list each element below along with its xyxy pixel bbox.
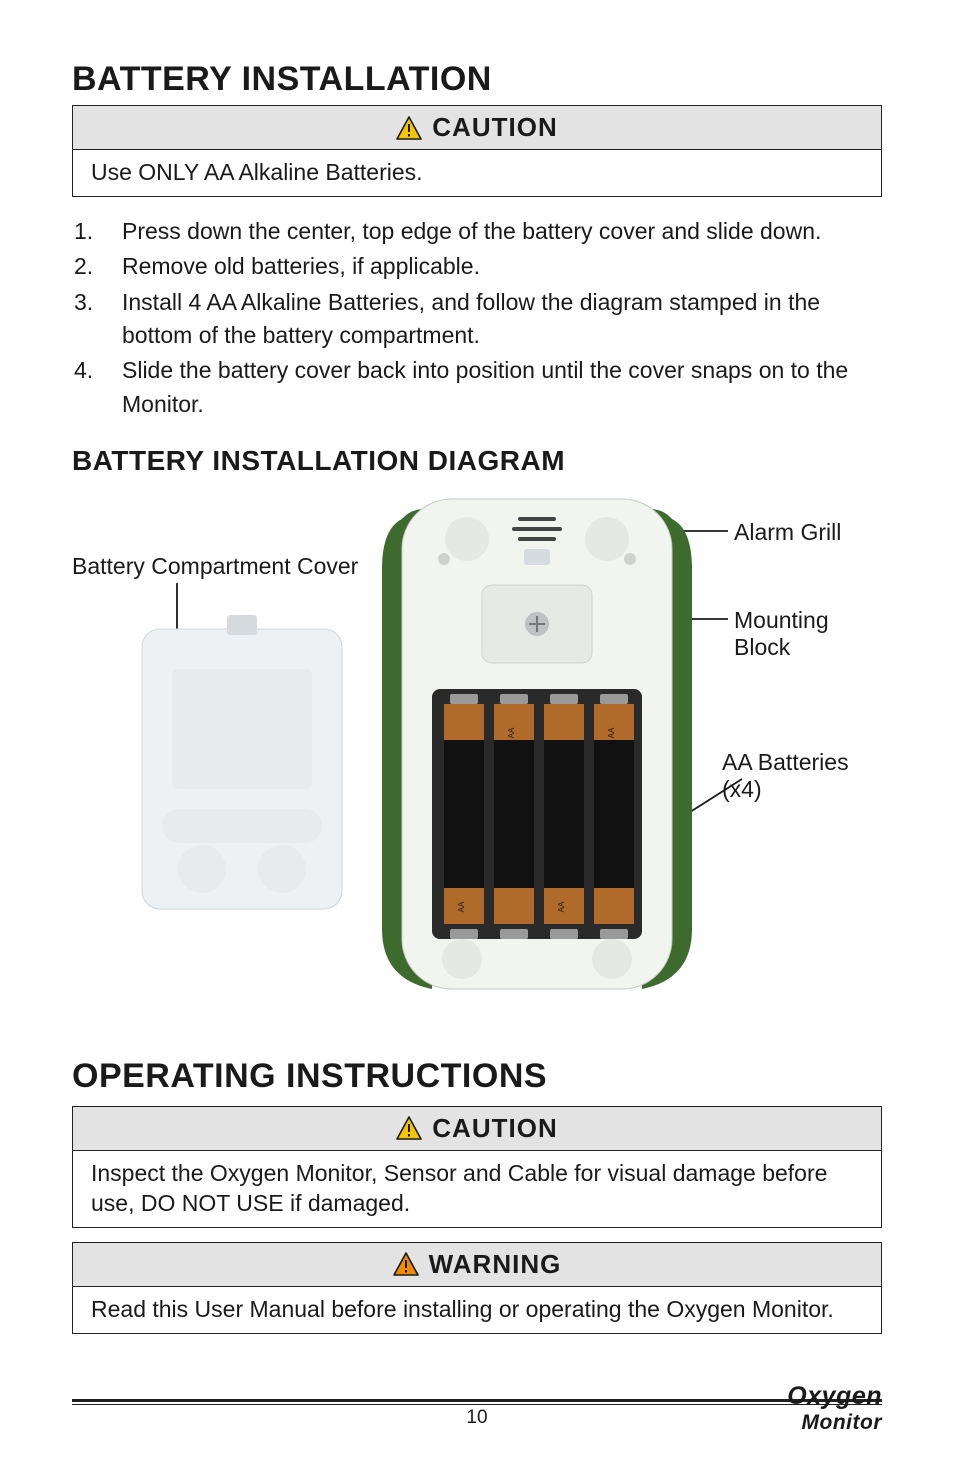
caution-icon: [396, 116, 422, 140]
page-footer: 10 Oxygen Monitor: [72, 1399, 882, 1429]
svg-text:AA: AA: [557, 901, 566, 912]
caution-box-1: CAUTION Use ONLY AA Alkaline Batteries.: [72, 105, 882, 197]
caution-icon: [396, 1116, 422, 1140]
warning-label: WARNING: [429, 1249, 562, 1280]
warning-text: Read this User Manual before installing …: [73, 1287, 881, 1333]
caution-label-2: CAUTION: [432, 1113, 557, 1144]
warning-header: WARNING: [73, 1243, 881, 1287]
heading-operating-instructions: OPERATING INSTRUCTIONS: [72, 1057, 882, 1096]
heading-battery-installation: BATTERY INSTALLATION: [72, 60, 882, 99]
caution-text-1: Use ONLY AA Alkaline Batteries.: [73, 150, 881, 196]
warning-icon: [393, 1252, 419, 1276]
battery-installation-diagram: Battery Compartment Cover Alarm Grill Mo…: [72, 489, 882, 1029]
brand-line-1: Oxygen: [787, 1382, 882, 1411]
step-2: 2.Remove old batteries, if applicable.: [78, 250, 876, 283]
step-1: 1.Press down the center, top edge of the…: [78, 215, 876, 248]
brand-logo: Oxygen Monitor: [787, 1382, 882, 1435]
svg-text:AA: AA: [507, 727, 516, 738]
caution-label-1: CAUTION: [432, 112, 557, 143]
brand-line-2: Monitor: [787, 1411, 882, 1435]
heading-diagram: BATTERY INSTALLATION DIAGRAM: [72, 445, 882, 477]
manual-page: BATTERY INSTALLATION CAUTION Use ONLY AA…: [0, 0, 954, 1475]
caution-text-2: Inspect the Oxygen Monitor, Sensor and C…: [73, 1151, 881, 1227]
svg-text:AA: AA: [457, 901, 466, 912]
caution-box-2: CAUTION Inspect the Oxygen Monitor, Sens…: [72, 1106, 882, 1228]
caution-header-1: CAUTION: [73, 106, 881, 150]
svg-text:AA: AA: [607, 727, 616, 738]
install-steps: 1.Press down the center, top edge of the…: [72, 207, 882, 421]
step-4: 4.Slide the battery cover back into posi…: [78, 354, 876, 421]
warning-box: WARNING Read this User Manual before ins…: [72, 1242, 882, 1334]
battery-cover-graphic: [132, 609, 352, 919]
page-number: 10: [72, 1407, 882, 1429]
device-back-graphic: AA AA AA AA: [372, 489, 702, 999]
step-3: 3.Install 4 AA Alkaline Batteries, and f…: [78, 286, 876, 353]
caution-header-2: CAUTION: [73, 1107, 881, 1151]
